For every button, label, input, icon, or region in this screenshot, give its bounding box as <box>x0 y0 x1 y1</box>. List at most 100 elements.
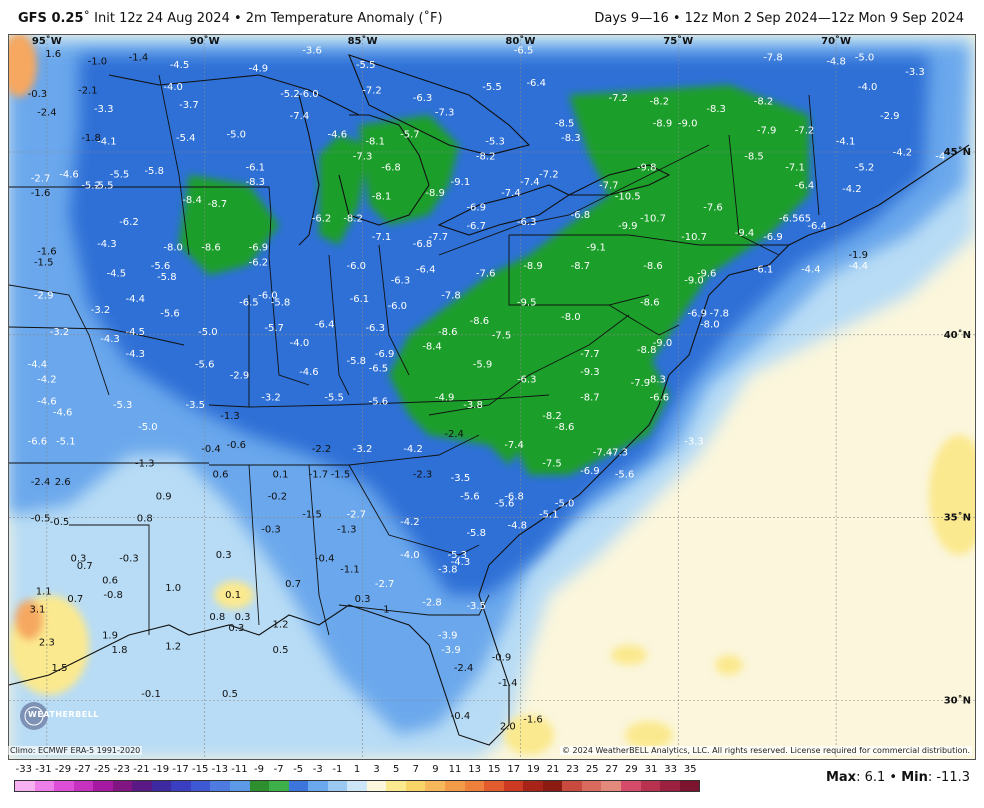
colorbar-cell <box>288 781 309 791</box>
anomaly-value: -1.4 <box>498 678 518 689</box>
anomaly-value: -4.9 <box>435 393 455 404</box>
longitude-labels: 95˚W 90˚W 85˚W 80˚W 75˚W 70˚W <box>32 35 851 47</box>
colorbar-cell <box>405 781 426 791</box>
colorbar-cell <box>73 781 94 791</box>
anomaly-value: 1.0 <box>165 583 181 594</box>
anomaly-value: -2.4 <box>444 429 464 440</box>
anomaly-value: -6.5 <box>239 298 259 309</box>
colorbar-tick-label: 33 <box>664 764 677 775</box>
colorbar-cell <box>425 781 446 791</box>
anomaly-value: -1.8 <box>81 133 101 144</box>
anomaly-value: 0.8 <box>209 612 225 623</box>
colorbar-cell <box>249 781 270 791</box>
anomaly-value: -3.8 <box>463 400 483 411</box>
anomaly-value: -0.5 <box>31 513 51 524</box>
anomaly-value: -2.3 <box>413 469 433 480</box>
anomaly-value: -7.5 <box>492 330 512 341</box>
copyright-note: © 2024 WeatherBELL Analytics, LLC. All r… <box>560 746 972 755</box>
anomaly-value: 2.6 <box>55 477 71 488</box>
anomaly-value: -6.9 <box>687 309 707 320</box>
anomaly-value: -3.5 <box>451 473 471 484</box>
colorbar-tick-label: -11 <box>231 764 248 775</box>
colorbar-tick-label: 15 <box>487 764 501 775</box>
anomaly-value: -7.8 <box>441 290 461 301</box>
anomaly-value: -7.2 <box>795 126 815 137</box>
anomaly-value: -5.0 <box>555 499 575 510</box>
anomaly-value: -7.7 <box>580 349 600 360</box>
anomaly-value: -6.4 <box>416 265 436 276</box>
anomaly-value: -9.5 <box>517 298 537 309</box>
anomaly-value: -5.5 <box>324 393 344 404</box>
colorbar-cell <box>132 781 152 791</box>
latitude-labels: 45˚N 40˚N 35˚N 30˚N <box>944 146 971 706</box>
anomaly-value: -6.5 <box>514 45 534 56</box>
colorbar-tick-label: -1 <box>332 764 343 775</box>
anomaly-value: -6.0 <box>299 89 319 100</box>
colorbar-cell <box>366 781 387 791</box>
anomaly-value: -9.1 <box>586 243 606 254</box>
anomaly-value: 2.3 <box>39 638 55 649</box>
anomaly-value: 1.2 <box>273 619 289 630</box>
anomaly-value: -6.9 <box>249 243 269 254</box>
anomaly-value: -8.7 <box>208 199 228 210</box>
anomaly-value: -3.3 <box>94 104 114 115</box>
anomaly-value: -5.6 <box>495 499 515 510</box>
anomaly-value: 0.3 <box>216 550 232 561</box>
anomaly-value: -3.6 <box>302 45 322 56</box>
anomaly-value: -8.9 <box>523 261 543 272</box>
anomaly-value: -4.3 <box>126 349 146 360</box>
anomaly-value: -3.5 <box>466 601 486 612</box>
anomaly-value: -9.9 <box>618 221 638 232</box>
colorbar-tick-label: -31 <box>35 764 52 775</box>
min-value: : -11.3 <box>927 770 970 785</box>
anomaly-value: -6.6 <box>28 437 48 448</box>
anomaly-value: -6.1 <box>754 265 774 276</box>
anomaly-value: -6.8 <box>413 239 433 250</box>
anomaly-value: -8.3 <box>706 104 726 115</box>
logo-graphic <box>20 702 48 730</box>
colorbar-tick-label: 1 <box>353 764 361 775</box>
colorbar-tick-label: -23 <box>113 764 130 775</box>
colorbar-tick-label: 21 <box>546 764 560 775</box>
colorbar-tick-label: -17 <box>172 764 189 775</box>
anomaly-value: -1.1 <box>340 565 360 576</box>
anomaly-value: -1.6 <box>523 714 543 725</box>
anomaly-value: -5.3 <box>113 400 133 411</box>
anomaly-value: -0.4 <box>201 444 221 455</box>
anomaly-value: -9.8 <box>637 162 657 173</box>
colorbar-cell <box>34 781 55 791</box>
anomaly-value: -7.6 <box>703 203 723 214</box>
colorbar-cell <box>523 781 543 791</box>
anomaly-value: -0.3 <box>119 554 139 565</box>
anomaly-value: -2.9 <box>230 371 250 382</box>
anomaly-value: -0.6 <box>227 440 247 451</box>
anomaly-value: -8.3 <box>561 133 581 144</box>
anomaly-value: -4.0 <box>163 82 183 93</box>
anomaly-value: -1.0 <box>88 56 108 67</box>
anomaly-value: -5.0 <box>855 53 875 64</box>
anomaly-value: -7.1 <box>372 232 392 243</box>
colorbar-cell <box>347 781 367 791</box>
anomaly-value: -6.1 <box>350 294 370 305</box>
anomaly-value: -6.0 <box>388 301 408 312</box>
anomaly-value: -3.3 <box>905 67 925 78</box>
anomaly-value: -8.5 <box>744 151 764 162</box>
anomaly-value: -3.2 <box>353 444 373 455</box>
anomaly-value: -6.4 <box>315 320 335 331</box>
anomaly-value: -8.4 <box>422 341 442 352</box>
anomaly-value: -6.5 <box>369 363 389 374</box>
anomaly-value: -1.6 <box>31 188 51 199</box>
colorbar-tick-label: 29 <box>625 764 638 775</box>
colorbar-tick-label: 13 <box>468 764 481 775</box>
anomaly-value: -8.5 <box>555 118 575 129</box>
anomaly-value: -6.8 <box>381 162 401 173</box>
anomaly-value: -3.9 <box>441 645 461 656</box>
colorbar-cell <box>15 781 35 791</box>
anomaly-value: -4.4 <box>28 360 48 371</box>
longitude-label: 85˚W <box>348 35 378 47</box>
anomaly-value: -8.6 <box>555 422 575 433</box>
anomaly-value: -4.8 <box>507 521 527 532</box>
longitude-label: 70˚W <box>821 35 851 47</box>
anomaly-value: -2.9 <box>880 111 900 122</box>
colorbar-cell <box>151 781 172 791</box>
